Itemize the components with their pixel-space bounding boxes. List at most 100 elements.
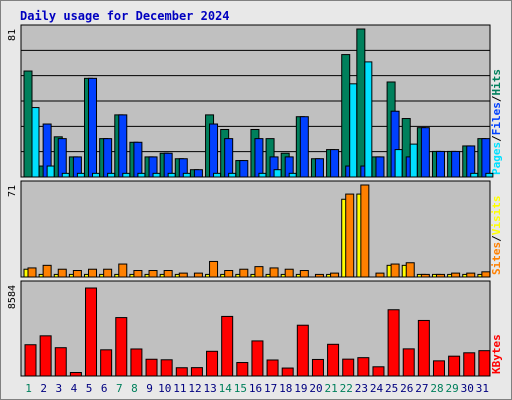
bar-sites-day-13 <box>209 260 219 278</box>
day-label: 25 <box>385 382 398 395</box>
bar-files-day-30 <box>466 145 476 178</box>
bar-sites-day-26 <box>405 262 415 278</box>
day-label: 14 <box>219 382 233 395</box>
bar-files-day-14 <box>224 138 234 178</box>
bar-pages-day-13 <box>213 172 222 178</box>
legend-separator: / <box>490 135 503 142</box>
bar-kbytes-day-9 <box>145 358 158 377</box>
chart-title: Daily usage for December 2024 <box>20 9 230 23</box>
bars <box>24 287 491 377</box>
day-label: 18 <box>279 382 292 395</box>
day-label: 17 <box>264 382 277 395</box>
bar-sites-day-6 <box>103 268 113 278</box>
legend-visits: Visits <box>490 196 503 236</box>
bar-pages-day-23 <box>364 61 373 178</box>
bar-files-day-21 <box>330 149 340 178</box>
bar-sites-day-18 <box>284 268 294 278</box>
day-axis: 1 2 3 4 5 6 7 8 9 10 11 12 13 14 15 16 17 18 19 20 21 22 23 24 2… <box>25 382 489 395</box>
day-label: 29 <box>446 382 459 395</box>
day-label: 22 <box>340 382 353 395</box>
bar-files-day-8 <box>133 141 143 178</box>
bar-files-day-6 <box>103 138 113 178</box>
bar-sites-day-23 <box>360 184 370 278</box>
chart-panels: 81Pages/Files/Hits71Sites/Visits8584KByt… <box>7 24 503 377</box>
bar-pages-day-1 <box>31 107 40 178</box>
bar-pages-day-4 <box>76 172 85 178</box>
bar-pages-day-10 <box>167 172 176 178</box>
panel-visits-sites: 71 Sites/Visits <box>7 180 503 278</box>
bar-files-day-16 <box>254 138 264 178</box>
legend-hits: Hits <box>490 69 503 96</box>
bar-sites-day-24 <box>375 272 385 278</box>
legend-pages: Pages <box>490 142 503 175</box>
bar-sites-day-5 <box>88 268 98 278</box>
bar-kbytes-day-13 <box>206 350 219 377</box>
bar-kbytes-day-10 <box>160 359 173 377</box>
bar-sites-day-16 <box>254 266 264 278</box>
bars <box>23 28 494 178</box>
bar-kbytes-day-15 <box>236 362 249 377</box>
bar-files-day-13 <box>209 123 219 178</box>
panel-kbytes: 8584 KBytes <box>7 280 503 377</box>
bar-pages-day-7 <box>122 172 131 178</box>
day-label: 6 <box>101 382 108 395</box>
bar-pages-day-3 <box>61 172 70 178</box>
legend-kbytes: KBytes <box>490 334 503 374</box>
bar-files-day-12 <box>193 169 203 178</box>
bar-pages-day-5 <box>92 172 101 178</box>
bar-kbytes-day-25 <box>387 309 400 377</box>
bar-kbytes-day-14 <box>221 315 234 377</box>
bar-sites-day-9 <box>148 270 158 278</box>
bar-kbytes-day-12 <box>190 367 203 377</box>
bar-kbytes-day-2 <box>39 335 52 377</box>
bar-sites-day-28 <box>435 273 445 278</box>
bar-kbytes-day-17 <box>266 359 279 377</box>
day-label: 4 <box>71 382 78 395</box>
bar-files-day-28 <box>435 150 445 178</box>
day-label: 15 <box>234 382 247 395</box>
bar-sites-day-4 <box>72 270 82 278</box>
bar-files-day-20 <box>314 158 324 178</box>
day-label: 13 <box>203 382 216 395</box>
bar-pages-day-17 <box>273 169 282 178</box>
bar-kbytes-day-27 <box>417 319 430 377</box>
bar-files-day-29 <box>451 150 461 178</box>
bar-sites-day-20 <box>314 273 324 278</box>
bar-hits-day-23 <box>356 28 366 178</box>
bar-sites-day-19 <box>299 270 309 278</box>
bar-sites-day-31 <box>481 271 491 278</box>
bars <box>23 184 491 278</box>
bar-sites-day-7 <box>118 263 128 278</box>
bar-files-day-15 <box>239 160 249 178</box>
day-label: 1 <box>25 382 32 395</box>
bar-kbytes-day-20 <box>311 358 324 377</box>
bar-kbytes-day-16 <box>251 340 264 377</box>
panel-background <box>20 180 491 278</box>
bar-kbytes-day-7 <box>115 317 128 377</box>
panel-legend: Sites/Visits <box>490 196 503 276</box>
bar-pages-day-9 <box>152 172 161 178</box>
bar-files-day-24 <box>375 156 385 178</box>
day-label: 16 <box>249 382 262 395</box>
day-label: 21 <box>325 382 338 395</box>
bar-pages-day-2 <box>46 165 55 178</box>
max-value-label: 81 <box>7 29 18 41</box>
day-label: 12 <box>188 382 201 395</box>
day-label: 24 <box>370 382 384 395</box>
day-label: 26 <box>400 382 413 395</box>
bar-sites-day-3 <box>57 268 67 278</box>
bar-pages-day-11 <box>182 172 191 178</box>
day-label: 8 <box>131 382 138 395</box>
day-label: 27 <box>415 382 428 395</box>
bar-kbytes-day-21 <box>327 343 340 377</box>
bar-sites-day-11 <box>178 272 188 278</box>
bar-sites-day-2 <box>42 264 52 278</box>
bar-sites-day-14 <box>224 270 234 278</box>
legend-separator: / <box>490 235 503 242</box>
legend-files: Files <box>490 102 503 135</box>
bar-kbytes-day-11 <box>175 367 188 377</box>
bar-sites-day-27 <box>420 273 430 278</box>
bar-pages-day-30 <box>470 172 479 178</box>
